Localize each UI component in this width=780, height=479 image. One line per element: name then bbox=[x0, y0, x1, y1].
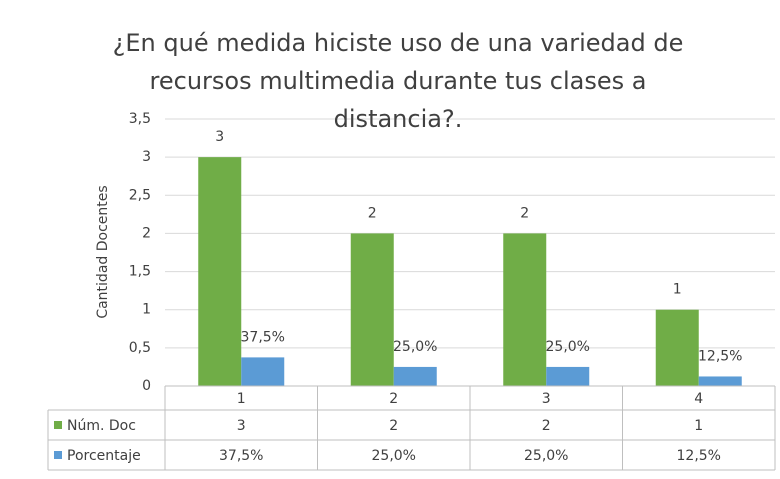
legend-label: Porcentaje bbox=[67, 448, 141, 464]
data-label: 2 bbox=[368, 205, 377, 221]
legend-label: Núm. Doc bbox=[67, 418, 136, 434]
table-cell: 1 bbox=[694, 418, 703, 434]
bar bbox=[698, 376, 742, 386]
x-tick-label: 4 bbox=[694, 391, 703, 407]
y-tick-label: 0 bbox=[142, 378, 151, 394]
bar bbox=[241, 357, 285, 386]
table-cell: 3 bbox=[237, 418, 246, 434]
legend-swatch bbox=[54, 421, 62, 429]
y-tick-label: 3,5 bbox=[129, 111, 151, 127]
bar bbox=[546, 366, 590, 386]
chart-title: ¿En qué medida hiciste uso de una varied… bbox=[112, 29, 684, 133]
bar bbox=[655, 309, 699, 386]
table-cell: 25,0% bbox=[372, 448, 416, 464]
y-tick-label: 1,5 bbox=[129, 264, 151, 280]
y-tick-label: 2,5 bbox=[129, 187, 151, 203]
bar bbox=[393, 366, 437, 386]
y-tick-label: 3 bbox=[142, 149, 151, 165]
table-cell: 12,5% bbox=[677, 448, 721, 464]
data-label: 1 bbox=[673, 282, 682, 298]
bar bbox=[350, 233, 394, 386]
data-label: 37,5% bbox=[241, 329, 285, 345]
y-tick-label: 0,5 bbox=[129, 340, 151, 356]
table-cell: 2 bbox=[389, 418, 398, 434]
bar bbox=[503, 233, 547, 386]
x-tick-label: 1 bbox=[237, 391, 246, 407]
bar bbox=[198, 157, 242, 386]
table-cell: 2 bbox=[542, 418, 551, 434]
y-tick-label: 1 bbox=[142, 302, 151, 318]
x-tick-label: 3 bbox=[542, 391, 551, 407]
table-cell: 25,0% bbox=[524, 448, 568, 464]
data-label: 25,0% bbox=[393, 339, 437, 355]
data-label: 2 bbox=[520, 205, 529, 221]
x-tick-label: 2 bbox=[389, 391, 398, 407]
table-cell: 37,5% bbox=[219, 448, 263, 464]
y-tick-label: 2 bbox=[142, 225, 151, 241]
legend-swatch bbox=[54, 451, 62, 459]
data-label: 3 bbox=[215, 129, 224, 145]
data-label: 25,0% bbox=[546, 339, 590, 355]
y-axis-title: Cantidad Docentes bbox=[95, 185, 111, 318]
data-label: 12,5% bbox=[698, 348, 742, 364]
